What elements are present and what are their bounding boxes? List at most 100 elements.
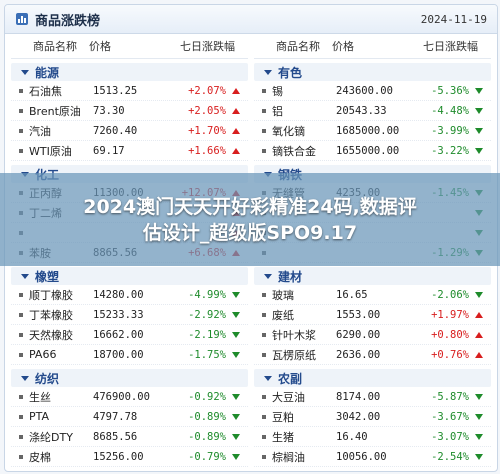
- commodity-name[interactable]: 大豆油: [272, 390, 305, 404]
- commodity-price: 15256.00: [93, 450, 144, 463]
- commodity-row[interactable]: 棕榈油 10056.00 -2.54%: [254, 447, 491, 467]
- down-arrow-icon: [475, 393, 483, 400]
- col-price-header: 价格: [89, 40, 111, 53]
- commodity-row[interactable]: 铝 20543.33 -4.48%: [254, 101, 491, 121]
- panel-date: 2024-11-19: [420, 12, 487, 26]
- commodity-change: -0.89%: [188, 410, 226, 423]
- commodity-name[interactable]: 涤纶DTY: [29, 430, 73, 444]
- watermark-banner: 2024澳门天天开好彩精准24码,数据评 估设计_超级版SPO9.17: [0, 173, 500, 266]
- commodity-row[interactable]: 氧化镝 1685000.00 -3.99%: [254, 121, 491, 141]
- category-header[interactable]: 橡塑: [11, 267, 248, 285]
- commodity-change: -4.99%: [188, 288, 226, 301]
- commodity-name[interactable]: 天然橡胶: [29, 328, 73, 342]
- commodity-name[interactable]: 铝: [272, 104, 283, 118]
- commodity-name[interactable]: 丁苯橡胶: [29, 308, 73, 322]
- commodity-change: +1.97%: [431, 308, 469, 321]
- commodity-name[interactable]: 玻璃: [272, 288, 294, 302]
- bullet-icon: [262, 394, 266, 399]
- commodity-row[interactable]: 石油焦 1513.25 +2.07%: [11, 81, 248, 101]
- commodity-name[interactable]: 棕榈油: [272, 450, 305, 464]
- commodity-row[interactable]: 锡 243600.00 -5.36%: [254, 81, 491, 101]
- col-change-header: 七日涨跌幅: [180, 40, 235, 53]
- category-label: 能源: [35, 65, 60, 80]
- down-arrow-icon: [475, 453, 483, 460]
- bullet-icon: [19, 394, 23, 399]
- commodity-name[interactable]: PA66: [29, 348, 57, 361]
- commodity-change: -2.92%: [188, 308, 226, 321]
- panel-header: 商品涨跌榜 2024-11-19: [5, 5, 497, 34]
- category-header[interactable]: 能源: [11, 63, 248, 81]
- commodity-row[interactable]: 镝铁合金 1655000.00 -3.22%: [254, 141, 491, 161]
- commodity-price: 1655000.00: [336, 144, 400, 157]
- commodity-change: -3.07%: [431, 430, 469, 443]
- down-arrow-icon: [475, 127, 483, 134]
- bullet-icon: [19, 128, 23, 133]
- commodity-name[interactable]: 顺丁橡胶: [29, 288, 73, 302]
- commodity-row[interactable]: 涤纶DTY 8685.56 -0.89%: [11, 427, 248, 447]
- commodity-name[interactable]: 皮棉: [29, 450, 51, 464]
- commodity-name[interactable]: 豆粕: [272, 410, 294, 424]
- up-arrow-icon: [475, 311, 483, 318]
- commodity-name[interactable]: 汽油: [29, 124, 51, 138]
- bullet-icon: [262, 292, 266, 297]
- up-arrow-icon: [475, 351, 483, 358]
- commodity-name[interactable]: 镝铁合金: [272, 144, 316, 158]
- commodity-price: 10056.00: [336, 450, 387, 463]
- category-header[interactable]: 纺织: [11, 369, 248, 387]
- chart-icon: [15, 12, 29, 26]
- commodity-row[interactable]: 皮棉 15256.00 -0.79%: [11, 447, 248, 467]
- commodity-row[interactable]: 瓦楞原纸 2636.00 +0.76%: [254, 345, 491, 365]
- commodity-row[interactable]: Brent原油 73.30 +2.05%: [11, 101, 248, 121]
- commodity-row[interactable]: 针叶木浆 6290.00 +0.80%: [254, 325, 491, 345]
- commodity-row[interactable]: WTI原油 69.17 +1.66%: [11, 141, 248, 161]
- bullet-icon: [19, 312, 23, 317]
- down-arrow-icon: [232, 453, 240, 460]
- category-group: 有色锡 243600.00 -5.36% 铝 20543.33 -4.48% 氧化镝 1685…: [254, 63, 491, 161]
- commodity-price: 8685.56: [93, 430, 138, 443]
- commodity-name[interactable]: 石油焦: [29, 84, 62, 98]
- commodity-name[interactable]: 生猪: [272, 430, 294, 444]
- commodity-name[interactable]: 废纸: [272, 308, 294, 322]
- commodity-change: +2.05%: [188, 104, 226, 117]
- category-label: 建材: [278, 269, 303, 284]
- commodity-row[interactable]: 玻璃 16.65 -2.06%: [254, 285, 491, 305]
- commodity-row[interactable]: 大豆油 8174.00 -5.87%: [254, 387, 491, 407]
- commodity-row[interactable]: 生丝 476900.00 -0.92%: [11, 387, 248, 407]
- down-arrow-icon: [475, 413, 483, 420]
- commodity-price: 3042.00: [336, 410, 381, 423]
- commodity-name[interactable]: 瓦楞原纸: [272, 348, 316, 362]
- commodity-change: -2.19%: [188, 328, 226, 341]
- collapse-arrow-icon: [264, 273, 272, 279]
- commodity-name[interactable]: 锡: [272, 84, 283, 98]
- commodity-name[interactable]: Brent原油: [29, 104, 81, 118]
- bullet-icon: [262, 434, 266, 439]
- commodity-name[interactable]: WTI原油: [29, 144, 72, 158]
- commodity-name[interactable]: PTA: [29, 410, 50, 423]
- panel-title-text: 商品涨跌榜: [35, 13, 101, 29]
- bullet-icon: [19, 108, 23, 113]
- commodity-name[interactable]: 针叶木浆: [272, 328, 316, 342]
- down-arrow-icon: [232, 311, 240, 318]
- up-arrow-icon: [232, 127, 240, 134]
- commodity-row[interactable]: 生猪 16.40 -3.07%: [254, 427, 491, 447]
- commodity-row[interactable]: 豆粕 3042.00 -3.67%: [254, 407, 491, 427]
- down-arrow-icon: [475, 433, 483, 440]
- commodity-price: 1513.25: [93, 84, 138, 97]
- commodity-row[interactable]: PA66 18700.00 -1.75%: [11, 345, 248, 365]
- category-header[interactable]: 有色: [254, 63, 491, 81]
- commodity-row[interactable]: 天然橡胶 16662.00 -2.19%: [11, 325, 248, 345]
- category-header[interactable]: 农副: [254, 369, 491, 387]
- bullet-icon: [19, 88, 23, 93]
- category-header[interactable]: 建材: [254, 267, 491, 285]
- commodity-name[interactable]: 氧化镝: [272, 124, 305, 138]
- commodity-name[interactable]: 生丝: [29, 390, 51, 404]
- commodity-row[interactable]: 汽油 7260.40 +1.70%: [11, 121, 248, 141]
- down-arrow-icon: [232, 413, 240, 420]
- bullet-icon: [19, 454, 23, 459]
- commodity-row[interactable]: 丁苯橡胶 15233.33 -2.92%: [11, 305, 248, 325]
- down-arrow-icon: [232, 331, 240, 338]
- commodity-row[interactable]: PTA 4797.78 -0.89%: [11, 407, 248, 427]
- bullet-icon: [262, 414, 266, 419]
- commodity-row[interactable]: 顺丁橡胶 14280.00 -4.99%: [11, 285, 248, 305]
- commodity-row[interactable]: 废纸 1553.00 +1.97%: [254, 305, 491, 325]
